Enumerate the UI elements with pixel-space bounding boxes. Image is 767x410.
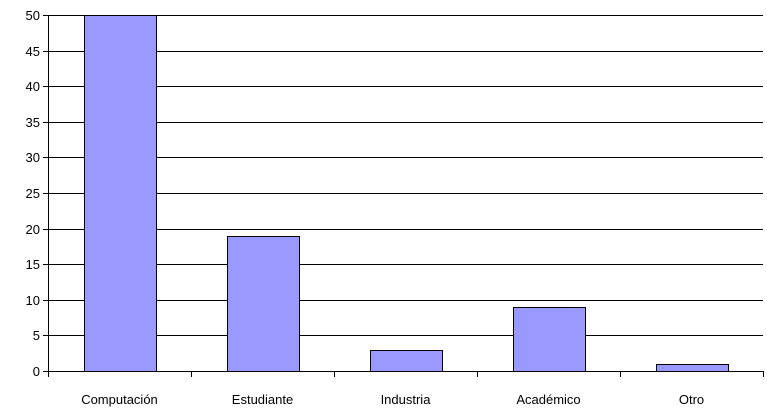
y-tick-label: 30 — [26, 150, 40, 165]
x-category-label: Computación — [81, 392, 158, 407]
y-tick-label: 40 — [26, 79, 40, 94]
gridlines — [48, 15, 763, 372]
bar-2 — [370, 350, 443, 372]
y-tick-label: 20 — [26, 222, 40, 237]
y-tick-label: 35 — [26, 115, 40, 130]
y-tick-label: 5 — [33, 328, 40, 343]
x-tick-labels: Computación Estudiante Industria Académico O… — [81, 392, 704, 407]
x-category-label: Otro — [679, 392, 704, 407]
bars — [84, 15, 729, 372]
y-tick-label: 0 — [33, 364, 40, 379]
y-tick-label: 15 — [26, 257, 40, 272]
y-tick-label: 45 — [26, 44, 40, 59]
x-category-label: Estudiante — [232, 392, 293, 407]
bar-0 — [84, 15, 157, 372]
x-category-label: Industria — [381, 392, 432, 407]
axes — [43, 15, 764, 377]
bar-3 — [513, 307, 586, 372]
x-category-label: Académico — [516, 392, 580, 407]
y-tick-labels: 0 5 10 15 20 25 30 35 40 45 50 — [26, 8, 40, 379]
bar-4 — [656, 364, 729, 372]
y-tick-label: 10 — [26, 293, 40, 308]
bar-1 — [227, 236, 300, 372]
y-tick-label: 25 — [26, 186, 40, 201]
y-tick-label: 50 — [26, 8, 40, 23]
